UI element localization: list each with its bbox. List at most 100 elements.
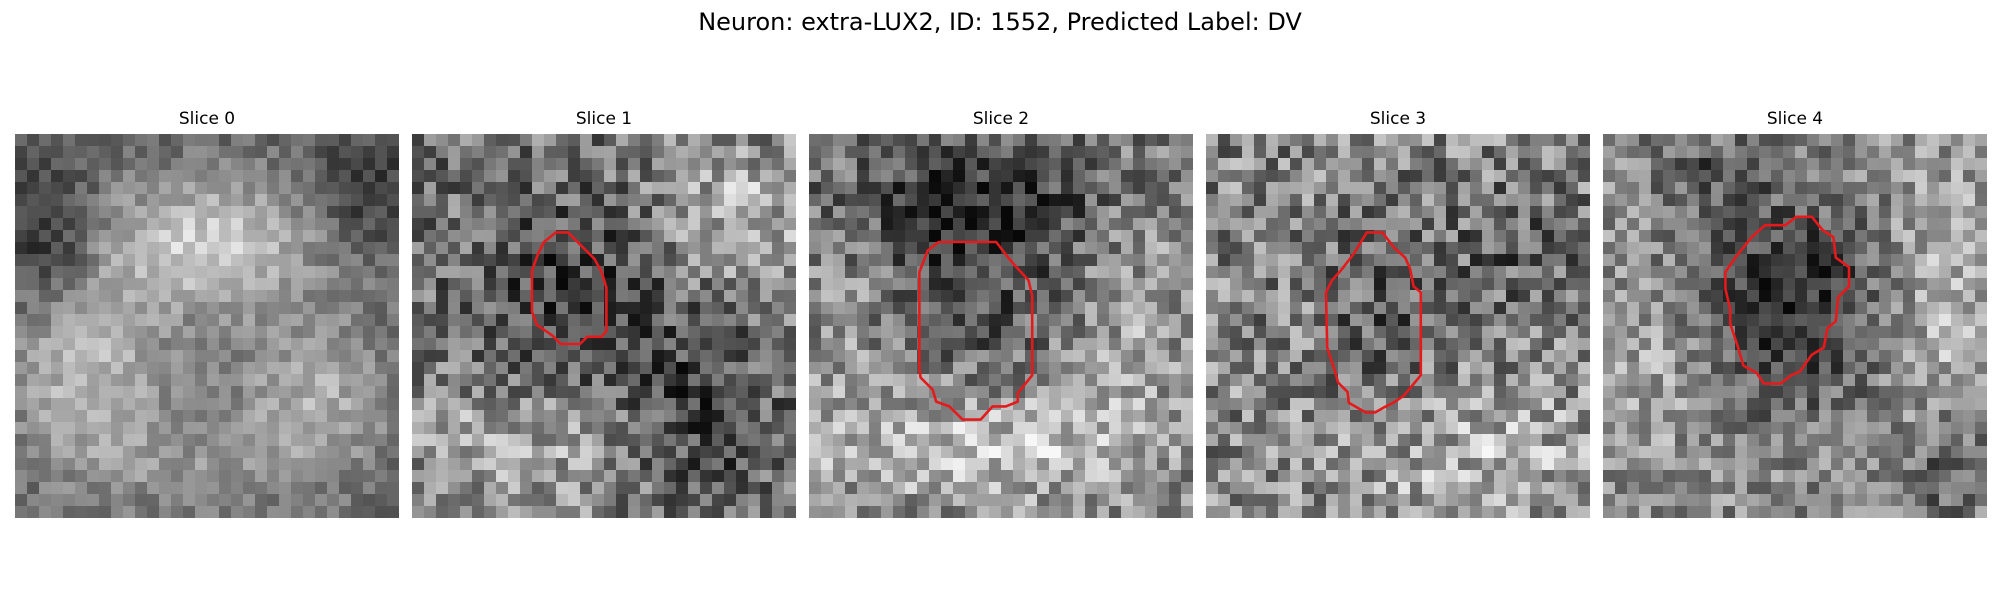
image-pixel: [736, 470, 749, 483]
image-pixel: [147, 434, 160, 447]
image-pixel: [1157, 242, 1170, 255]
image-pixel: [929, 218, 942, 231]
image-pixel: [1747, 218, 1760, 231]
image-pixel: [1506, 314, 1519, 327]
image-pixel: [1145, 506, 1158, 518]
image-pixel: [111, 446, 124, 459]
image-pixel: [1915, 326, 1928, 339]
image-pixel: [1675, 254, 1688, 267]
image-pixel: [111, 398, 124, 411]
image-pixel: [1578, 434, 1590, 447]
image-pixel: [1831, 386, 1844, 399]
image-pixel: [989, 206, 1002, 219]
image-pixel: [1386, 458, 1399, 471]
image-pixel: [1807, 410, 1820, 423]
image-pixel: [664, 218, 677, 231]
image-pixel: [99, 326, 112, 339]
image-pixel: [303, 494, 316, 507]
image-pixel: [1795, 158, 1808, 171]
image-pixel: [1326, 494, 1339, 507]
image-pixel: [363, 134, 376, 147]
image-pixel: [1097, 434, 1110, 447]
image-pixel: [1855, 410, 1868, 423]
image-pixel: [1530, 242, 1543, 255]
image-pixel: [1735, 422, 1748, 435]
image-pixel: [412, 362, 425, 375]
image-pixel: [135, 170, 148, 183]
image-pixel: [1627, 134, 1640, 147]
image-pixel: [965, 158, 978, 171]
image-pixel: [1639, 434, 1652, 447]
image-pixel: [1542, 374, 1555, 387]
image-pixel: [1470, 266, 1483, 279]
image-pixel: [1061, 254, 1074, 267]
image-pixel: [472, 434, 485, 447]
image-pixel: [893, 410, 906, 423]
image-pixel: [1169, 386, 1182, 399]
image-pixel: [1927, 230, 1940, 243]
image-pixel: [1735, 374, 1748, 387]
image-pixel: [123, 230, 136, 243]
image-pixel: [1855, 182, 1868, 195]
image-pixel: [1807, 422, 1820, 435]
image-pixel: [1398, 134, 1411, 147]
image-pixel: [1013, 434, 1026, 447]
image-pixel: [1013, 302, 1026, 315]
image-pixel: [51, 422, 64, 435]
image-pixel: [1699, 206, 1712, 219]
image-pixel: [1843, 254, 1856, 267]
image-pixel: [1422, 482, 1435, 495]
image-pixel: [712, 398, 725, 411]
image-pixel: [1687, 422, 1700, 435]
image-pixel: [1410, 170, 1423, 183]
image-pixel: [267, 170, 280, 183]
image-pixel: [75, 182, 88, 195]
image-pixel: [1242, 398, 1255, 411]
image-pixel: [1542, 470, 1555, 483]
image-pixel: [51, 446, 64, 459]
image-pixel: [1627, 374, 1640, 387]
image-pixel: [652, 386, 665, 399]
image-pixel: [1687, 458, 1700, 471]
image-pixel: [1951, 254, 1964, 267]
image-pixel: [1338, 230, 1351, 243]
image-pixel: [195, 482, 208, 495]
image-pixel: [387, 218, 399, 231]
image-pixel: [592, 338, 605, 351]
image-pixel: [893, 254, 906, 267]
image-pixel: [821, 206, 834, 219]
image-pixel: [1085, 302, 1098, 315]
image-pixel: [27, 170, 40, 183]
image-pixel: [845, 182, 858, 195]
image-pixel: [700, 254, 713, 267]
image-pixel: [1410, 482, 1423, 495]
image-pixel: [1855, 266, 1868, 279]
image-pixel: [412, 230, 425, 243]
image-pixel: [821, 314, 834, 327]
image-pixel: [219, 146, 232, 159]
image-pixel: [1771, 158, 1784, 171]
image-pixel: [147, 410, 160, 423]
image-pixel: [1687, 350, 1700, 363]
image-pixel: [1181, 230, 1193, 243]
image-pixel: [147, 458, 160, 471]
image-pixel: [99, 194, 112, 207]
image-pixel: [1206, 350, 1219, 363]
image-pixel: [147, 326, 160, 339]
image-pixel: [363, 506, 376, 518]
image-pixel: [1747, 314, 1760, 327]
image-pixel: [1157, 278, 1170, 291]
image-pixel: [1446, 206, 1459, 219]
image-pixel: [1362, 242, 1375, 255]
image-pixel: [953, 218, 966, 231]
image-pixel: [291, 422, 304, 435]
image-pixel: [568, 242, 581, 255]
image-pixel: [1891, 146, 1904, 159]
image-pixel: [989, 446, 1002, 459]
image-pixel: [748, 230, 761, 243]
image-pixel: [1963, 374, 1976, 387]
image-pixel: [1169, 326, 1182, 339]
image-pixel: [893, 218, 906, 231]
image-pixel: [905, 290, 918, 303]
image-pixel: [1879, 302, 1892, 315]
